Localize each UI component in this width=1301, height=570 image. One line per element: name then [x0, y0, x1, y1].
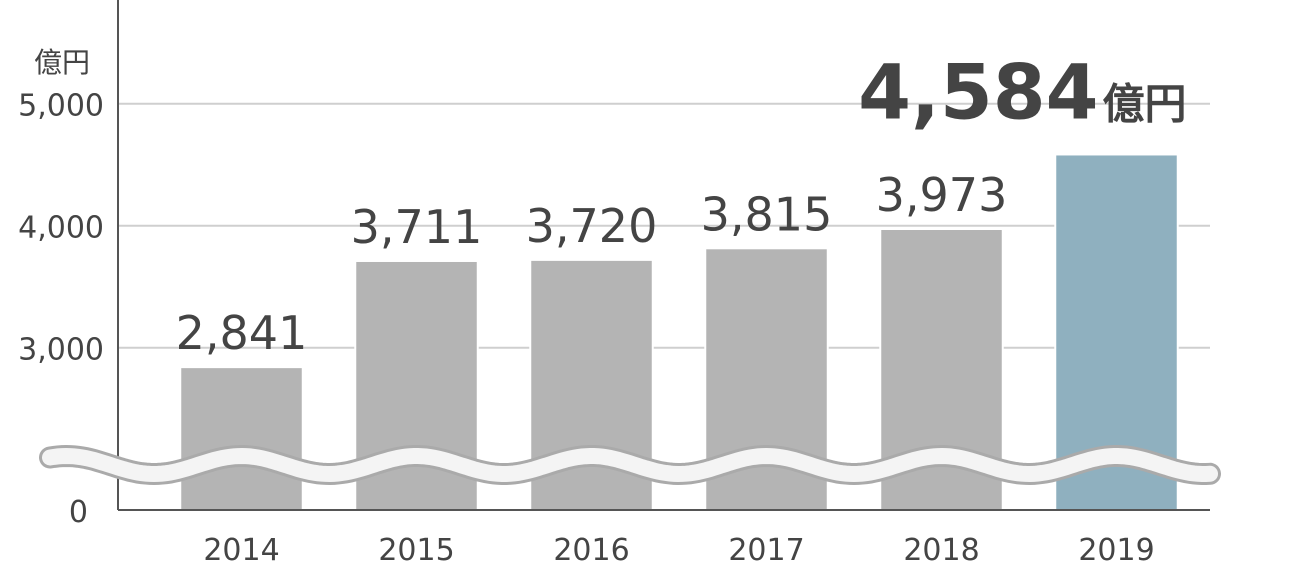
highlight-value: 4,584 — [858, 47, 1098, 136]
x-tick-label: 2019 — [1078, 533, 1154, 566]
x-tick-label: 2016 — [553, 533, 629, 566]
x-tick-label: 2018 — [903, 533, 979, 566]
y-tick-label: 4,000 — [18, 211, 104, 246]
axis-break — [42, 447, 1218, 483]
highlight-unit: 億円 — [1102, 79, 1186, 128]
value-label: 3,973 — [876, 168, 1008, 222]
x-tick-label: 2014 — [203, 533, 279, 566]
x-tick-label: 2017 — [728, 533, 804, 566]
x-tick-label: 2015 — [378, 533, 454, 566]
value-label: 3,815 — [701, 187, 833, 241]
bar — [179, 366, 304, 511]
y-tick-label: 0 — [69, 495, 88, 530]
value-label: 2,841 — [176, 306, 308, 360]
y-tick-label: 3,000 — [18, 333, 104, 368]
highlight-value-label: 4,584億円 — [858, 47, 1186, 136]
value-label: 3,720 — [526, 199, 658, 253]
value-label: 3,711 — [351, 200, 483, 254]
y-axis-unit: 億円 — [34, 46, 90, 79]
y-tick-label: 5,000 — [18, 89, 104, 124]
